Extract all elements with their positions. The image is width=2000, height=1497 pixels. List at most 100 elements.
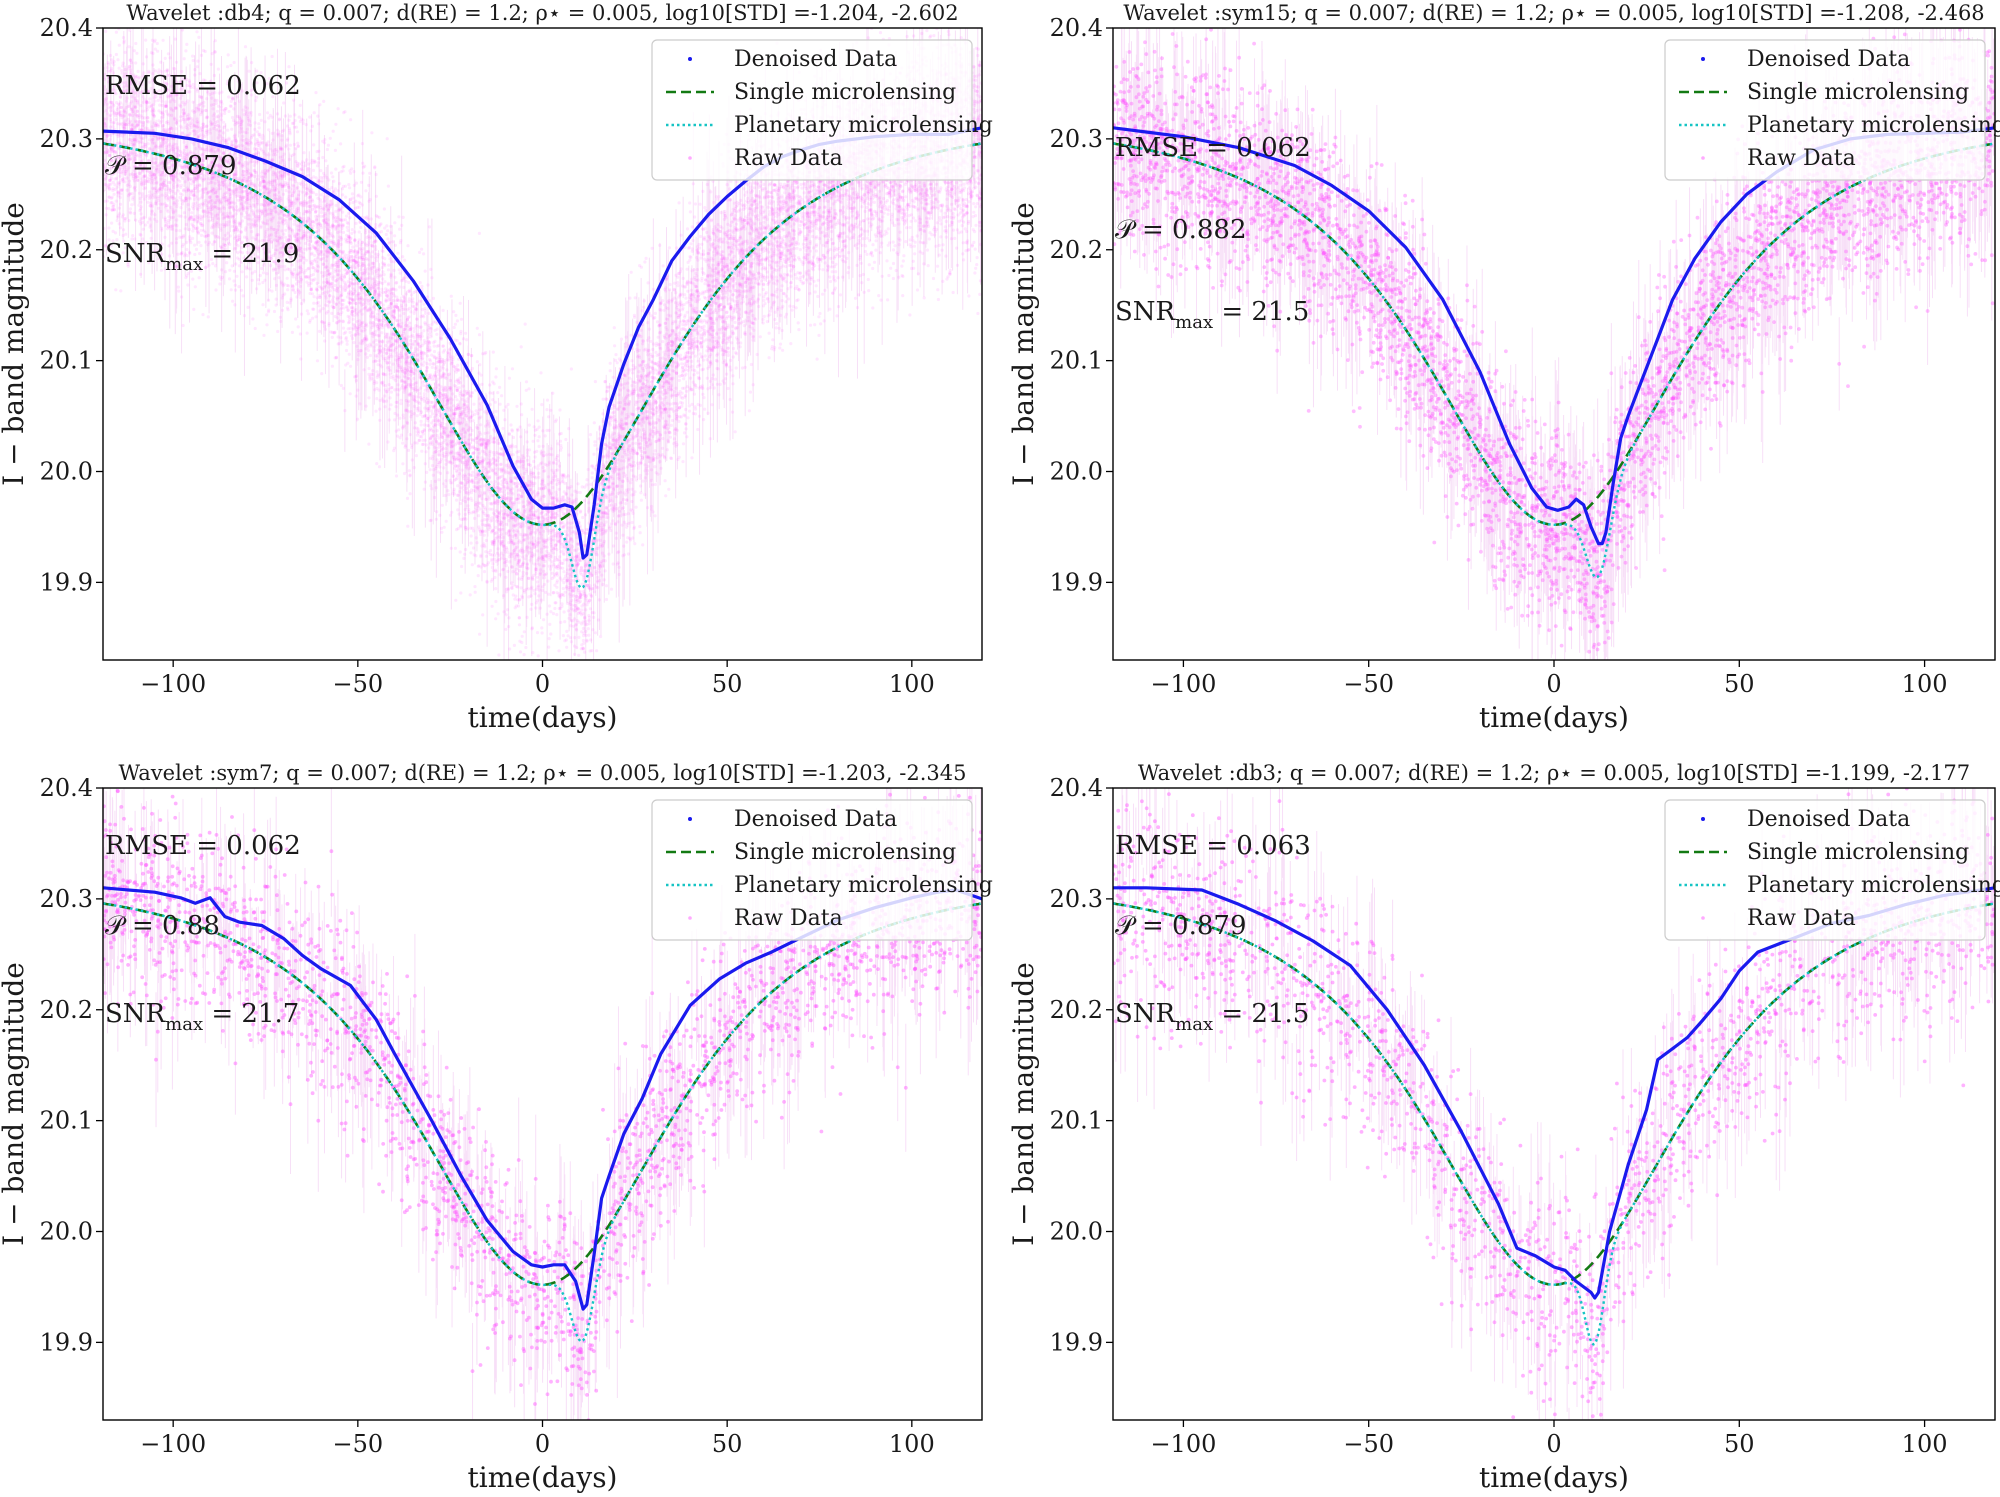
raw-data-point (253, 270, 257, 274)
raw-data-point (295, 295, 299, 299)
raw-data-point (575, 535, 579, 540)
raw-data-point (403, 258, 407, 262)
raw-data-point (719, 331, 723, 335)
raw-data-point (857, 238, 861, 242)
raw-data-point (525, 430, 529, 434)
raw-data-point (395, 375, 399, 379)
raw-data-point (470, 366, 475, 371)
raw-data-point (151, 78, 155, 82)
raw-data-point (123, 67, 127, 72)
raw-data-point (454, 598, 458, 602)
raw-data-point (312, 259, 316, 263)
raw-data-point (305, 219, 309, 223)
raw-data-point (536, 654, 540, 658)
raw-data-point (524, 380, 529, 384)
raw-data-point (557, 509, 561, 513)
raw-data-point (404, 292, 408, 296)
raw-data-point (940, 248, 944, 252)
raw-data-point (247, 192, 251, 196)
raw-data-point (114, 117, 118, 122)
raw-data-point (364, 270, 368, 274)
raw-data-point (519, 435, 523, 439)
raw-data-point (272, 309, 277, 314)
raw-data-point (735, 338, 740, 342)
raw-data-point (239, 212, 243, 216)
raw-data-point (643, 493, 647, 497)
raw-data-point (550, 468, 554, 472)
raw-data-point (629, 421, 633, 425)
raw-data-point (345, 239, 349, 243)
raw-data-point (515, 553, 520, 557)
raw-data-point (154, 161, 158, 165)
raw-data-point (252, 199, 256, 203)
raw-data-point (519, 345, 523, 349)
raw-data-point (622, 471, 626, 475)
raw-data-point (677, 455, 681, 459)
raw-data-point (235, 156, 239, 160)
raw-data-point (489, 480, 493, 484)
raw-data-point (121, 64, 125, 68)
raw-data-point (276, 128, 280, 132)
raw-data-point (931, 276, 936, 281)
raw-data-point (630, 520, 634, 525)
raw-data-point (476, 505, 480, 509)
raw-data-point (475, 326, 479, 330)
raw-data-point (568, 613, 572, 617)
raw-data-point (361, 340, 365, 344)
raw-data-point (602, 578, 606, 582)
raw-data-point (331, 295, 335, 299)
raw-data-point (656, 452, 661, 457)
raw-data-point (410, 443, 414, 447)
raw-data-point (153, 38, 157, 42)
raw-data-point (388, 407, 392, 411)
raw-data-point (459, 329, 463, 333)
raw-data-point (473, 516, 477, 521)
raw-data-point (325, 147, 329, 152)
raw-data-point (444, 479, 448, 483)
raw-data-point (274, 210, 278, 214)
raw-data-point (478, 438, 482, 443)
raw-data-point (810, 229, 815, 233)
raw-data-point (747, 409, 752, 413)
raw-data-point (504, 557, 508, 562)
raw-data-point (370, 131, 374, 135)
raw-data-point (758, 335, 762, 339)
raw-data-point (276, 224, 281, 228)
raw-data-point (302, 298, 306, 302)
raw-data-point (547, 488, 551, 492)
raw-data-point (957, 231, 961, 235)
raw-data-point (549, 447, 553, 451)
raw-data-point (103, 77, 107, 81)
raw-data-point (359, 321, 363, 325)
raw-data-point (477, 485, 481, 489)
raw-data-point (132, 173, 136, 177)
raw-data-point (772, 252, 776, 256)
raw-data-point (489, 435, 493, 439)
raw-data-point (915, 234, 919, 238)
raw-data-point (332, 305, 336, 310)
raw-data-point (560, 561, 564, 566)
raw-data-point (327, 321, 331, 326)
raw-data-point (139, 233, 143, 237)
raw-data-point (742, 187, 746, 191)
raw-data-point (647, 327, 651, 331)
raw-data-point (675, 371, 679, 375)
raw-data-point (972, 171, 976, 175)
raw-data-point (241, 108, 245, 112)
raw-data-point (856, 215, 860, 219)
raw-data-point (773, 310, 777, 314)
raw-data-point (769, 306, 773, 310)
raw-data-point (310, 198, 314, 202)
raw-data-point (250, 209, 254, 213)
raw-data-point (506, 470, 510, 475)
raw-data-point (516, 455, 521, 459)
raw-data-point (106, 112, 110, 116)
raw-data-point (293, 290, 297, 295)
raw-data-point (777, 212, 781, 217)
raw-data-point (355, 344, 359, 348)
raw-data-point (563, 507, 567, 511)
raw-data-point (333, 283, 337, 288)
raw-data-point (490, 540, 494, 544)
raw-data-point (236, 77, 240, 81)
raw-data-point (452, 458, 457, 462)
